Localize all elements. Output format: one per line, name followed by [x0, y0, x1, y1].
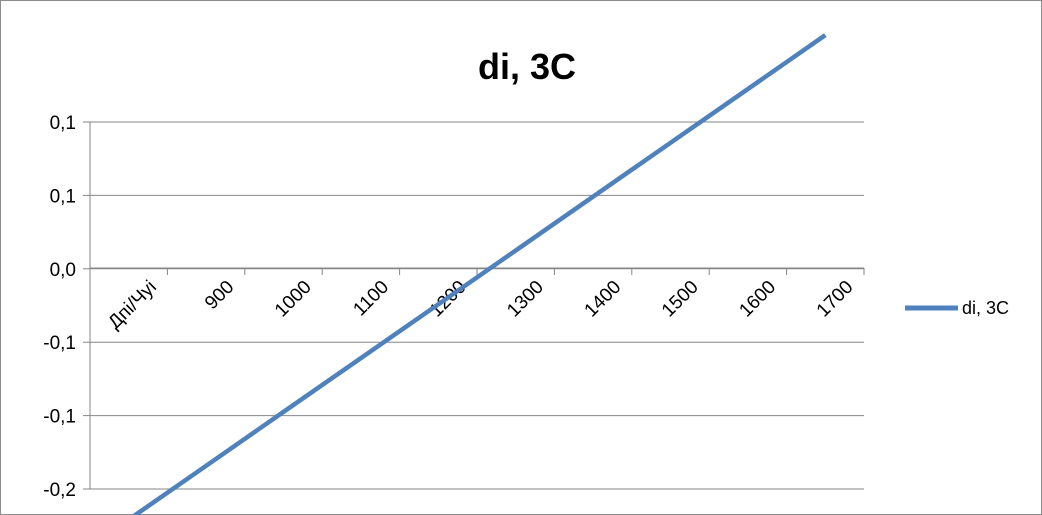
- x-tick-label: 1700: [813, 277, 858, 322]
- x-tick-label: 900: [201, 277, 238, 314]
- x-axis-tick-labels: Дпі/Чуі 900 1000 1100 1200 1300 1400 1500 1600 17…: [104, 277, 857, 334]
- plot-series: [131, 33, 827, 515]
- x-tick-label: 1500: [658, 277, 703, 322]
- x-tick-label: 1600: [735, 277, 780, 322]
- x-tick-label: Дпі/Чуі: [104, 277, 161, 334]
- y-axis-tick-labels: 0,1 0,1 0,0 -0,1 -0,1 -0,2: [43, 113, 76, 501]
- axes: [89, 122, 865, 489]
- legend-label: di, 3C: [962, 298, 1009, 318]
- y-tick-label: -0,1: [43, 407, 76, 428]
- y-tick-label: -0,2: [43, 480, 76, 501]
- x-tick-label: 1400: [581, 277, 626, 322]
- y-tick-label: -0,1: [43, 333, 76, 354]
- series-line: [131, 33, 827, 515]
- x-tick-label: 1100: [349, 277, 393, 321]
- y-tick-label: 0,1: [50, 113, 76, 134]
- x-tick-label: 1300: [503, 277, 548, 322]
- x-tick-label: 1000: [271, 277, 316, 322]
- y-tick-label: 0,1: [50, 186, 76, 207]
- chart-title: di, 3C: [478, 46, 576, 87]
- legend: di, 3C: [905, 298, 1009, 318]
- y-tick-label: 0,0: [50, 260, 76, 281]
